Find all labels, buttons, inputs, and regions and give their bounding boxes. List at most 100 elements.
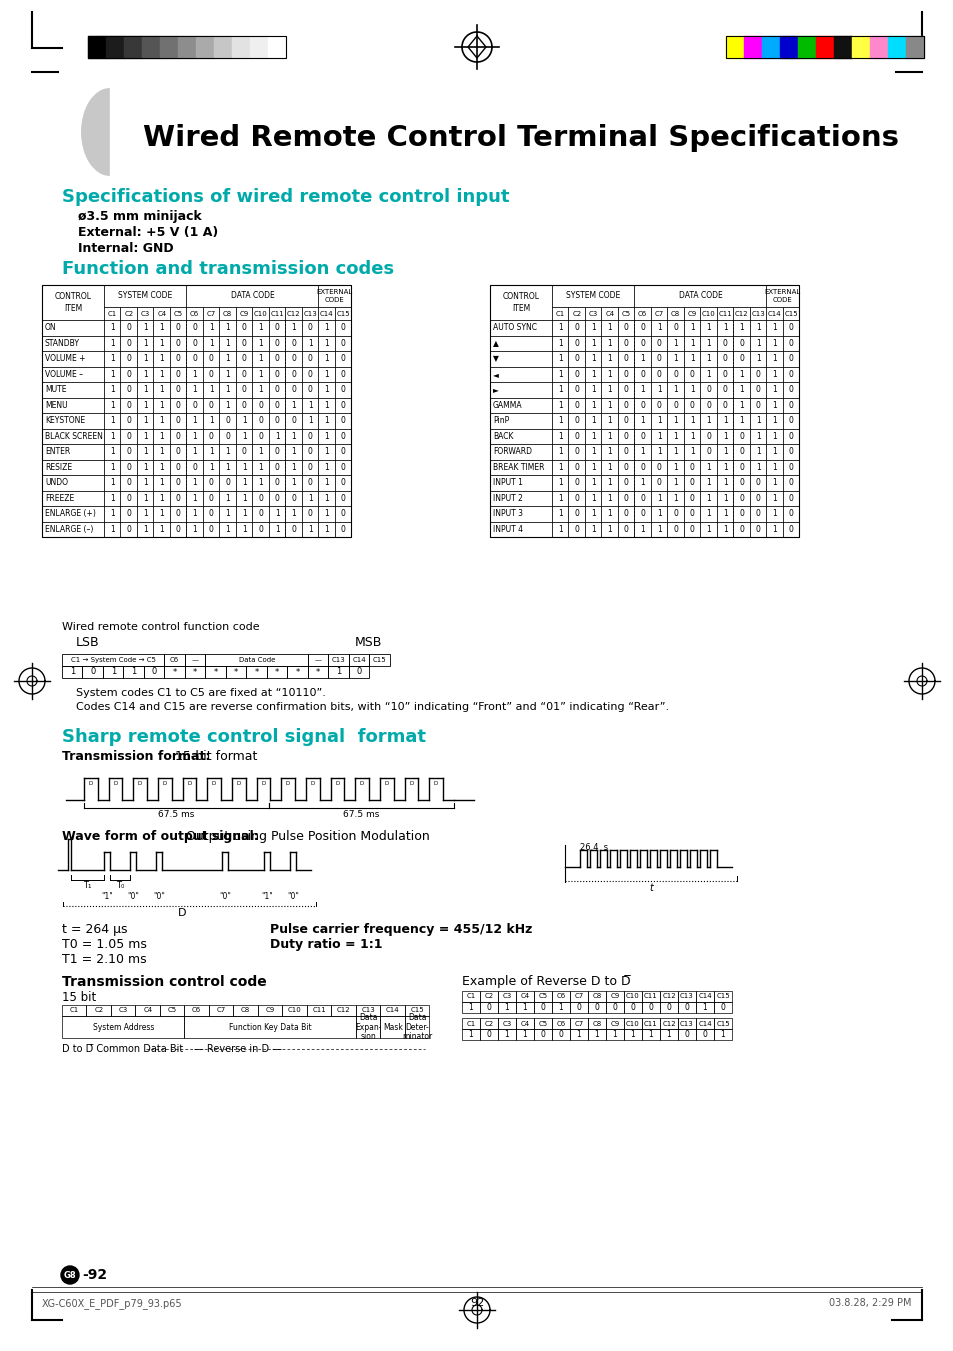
Bar (153, 507, 170, 521)
Text: 0: 0 (274, 478, 279, 488)
Text: 0: 0 (175, 370, 180, 378)
Bar (713, 1029, 731, 1040)
Text: 1: 1 (324, 524, 329, 534)
Text: 0: 0 (788, 416, 793, 426)
Bar (104, 476, 120, 490)
Bar (153, 413, 170, 428)
Bar (285, 521, 302, 536)
Bar (650, 382, 667, 397)
Bar (349, 666, 369, 678)
Text: DATA CODE: DATA CODE (678, 292, 721, 300)
Bar (111, 1005, 135, 1016)
Text: 1: 1 (110, 478, 114, 488)
Text: 1: 1 (324, 478, 329, 488)
Bar (552, 382, 568, 397)
Bar (659, 1029, 678, 1040)
Bar (219, 521, 235, 536)
Bar (186, 507, 203, 521)
Bar (717, 307, 733, 320)
Bar (733, 351, 749, 366)
Bar (269, 459, 285, 476)
Text: ►: ► (493, 385, 498, 394)
Text: C6: C6 (190, 311, 199, 316)
Text: 0: 0 (788, 323, 793, 332)
Bar (678, 992, 696, 1002)
Text: INPUT 2: INPUT 2 (493, 493, 522, 503)
Bar (634, 507, 650, 521)
Bar (490, 428, 552, 444)
Bar (479, 992, 497, 1002)
Bar (623, 1029, 641, 1040)
Bar (308, 654, 328, 666)
Text: 0: 0 (639, 463, 644, 471)
Text: 0: 0 (788, 478, 793, 488)
Bar (269, 444, 285, 459)
Bar (164, 654, 185, 666)
Bar (120, 490, 137, 507)
Text: C10: C10 (625, 1020, 639, 1027)
Bar (733, 335, 749, 351)
Bar (285, 476, 302, 490)
Bar (618, 413, 634, 428)
Text: 0: 0 (788, 524, 793, 534)
Text: 0: 0 (689, 401, 694, 409)
Bar (605, 992, 623, 1002)
Text: 0: 0 (623, 354, 628, 363)
Text: 0: 0 (722, 339, 727, 347)
Bar (782, 351, 799, 366)
Text: 1: 1 (225, 370, 230, 378)
Bar (490, 459, 552, 476)
Text: 0: 0 (666, 1002, 671, 1012)
Bar (219, 459, 235, 476)
Bar (683, 397, 700, 413)
Bar (782, 307, 799, 320)
Text: 0: 0 (656, 370, 661, 378)
Bar (601, 490, 618, 507)
Text: 1: 1 (274, 524, 279, 534)
Bar (568, 413, 584, 428)
Bar (749, 428, 765, 444)
Text: C11: C11 (643, 993, 658, 1000)
Bar (765, 335, 782, 351)
Bar (219, 382, 235, 397)
Text: 0: 0 (574, 432, 578, 440)
Text: 1: 1 (242, 416, 247, 426)
Bar (335, 476, 351, 490)
Bar (650, 335, 667, 351)
Bar (733, 382, 749, 397)
Bar (683, 428, 700, 444)
Bar (634, 490, 650, 507)
Text: 0: 0 (701, 1029, 707, 1039)
Text: BREAK TIMER: BREAK TIMER (493, 463, 544, 471)
Bar (490, 366, 552, 382)
Bar (761, 36, 780, 58)
Bar (650, 521, 667, 536)
Text: 1: 1 (242, 493, 247, 503)
Text: 0: 0 (788, 447, 793, 457)
Text: 1: 1 (274, 509, 279, 519)
Bar (552, 476, 568, 490)
Bar (42, 382, 104, 397)
Bar (584, 444, 601, 459)
Bar (490, 382, 552, 397)
Bar (584, 307, 601, 320)
Bar (285, 507, 302, 521)
Bar (253, 397, 269, 413)
Bar (634, 366, 650, 382)
Text: C6: C6 (556, 1020, 565, 1027)
Text: 0: 0 (540, 1029, 545, 1039)
Bar (749, 490, 765, 507)
Text: 03.8.28, 2:29 PM: 03.8.28, 2:29 PM (828, 1298, 911, 1308)
Bar (782, 382, 799, 397)
Text: System codes C1 to C5 are fixed at “10110”.: System codes C1 to C5 are fixed at “1011… (76, 688, 326, 698)
Bar (302, 507, 318, 521)
Bar (584, 320, 601, 335)
Text: 1: 1 (590, 416, 595, 426)
Text: 0: 0 (258, 432, 263, 440)
Bar (285, 444, 302, 459)
Text: C4: C4 (604, 311, 614, 316)
Text: 0: 0 (126, 385, 132, 394)
Bar (335, 335, 351, 351)
Bar (634, 351, 650, 366)
Bar (285, 320, 302, 335)
